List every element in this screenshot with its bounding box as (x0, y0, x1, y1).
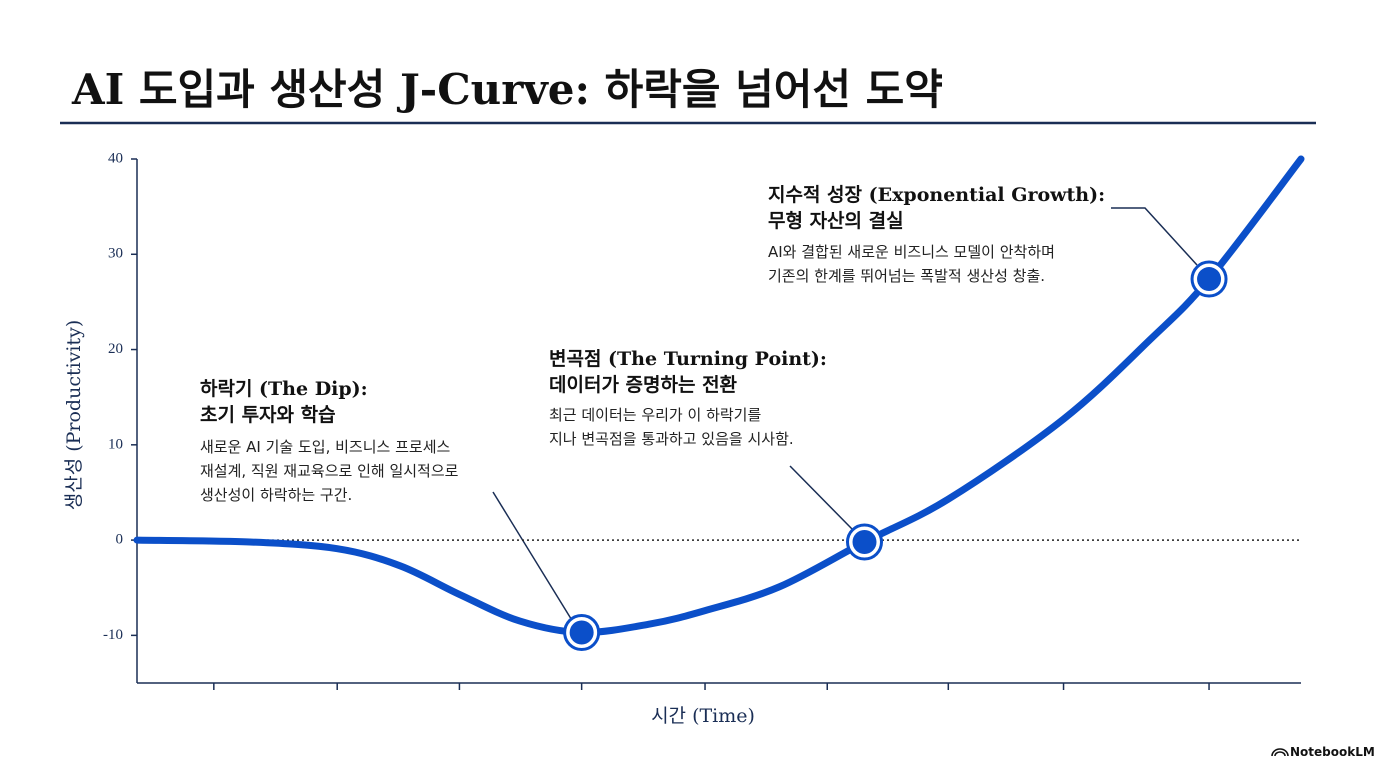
leader-line (789, 465, 854, 531)
y-axis-label: 생산성 (Productivity) (63, 320, 85, 511)
x-axis-label: 시간 (Time) (651, 705, 755, 727)
annotation-text: AI와 결합된 새로운 비즈니스 모델이 안착하며 (768, 243, 1055, 261)
chart-title: AI 도입과 생산성 J-Curve: 하락을 넘어선 도약 (71, 65, 943, 114)
marker (569, 620, 594, 645)
annotation-title: 무형 자산의 결실 (768, 210, 904, 232)
annotation-text: 기존의 한계를 뛰어넘는 폭발적 생산성 창출. (768, 267, 1045, 285)
logo (1271, 748, 1289, 757)
footer: NotebookLM (1271, 745, 1375, 759)
annotation-title: 하락기 (The Dip): (200, 378, 368, 400)
annotation-title: 지수적 성장 (Exponential Growth): (768, 184, 1105, 206)
footer-text: NotebookLM (1290, 745, 1375, 759)
y-tick-label: -10 (103, 627, 123, 643)
annotation-title: 변곡점 (The Turning Point): (549, 348, 827, 370)
y-tick-label: 40 (108, 150, 123, 166)
y-tick-label: 30 (108, 246, 123, 262)
annotation-text: 재설계, 직원 재교육으로 인해 일시적으로 (200, 462, 459, 480)
axes: -10 0 10 20 30 40 (103, 150, 1301, 690)
y-tick-label: 0 (116, 532, 124, 548)
annotation-text: 지나 변곡점을 통과하고 있음을 시사함. (549, 430, 794, 448)
leader-line (492, 491, 574, 623)
annotation: 지수적 성장 (Exponential Growth): 무형 자산의 결실 A… (768, 184, 1198, 285)
annotation: 변곡점 (The Turning Point): 데이터가 증명하는 전환 최근… (549, 348, 854, 531)
key-point (1190, 260, 1228, 298)
line-series (133, 155, 1305, 637)
key-point (846, 523, 883, 561)
annotation-title: 초기 투자와 학습 (200, 404, 336, 426)
annotation-title: 데이터가 증명하는 전환 (549, 374, 738, 396)
annotation-text: 최근 데이터는 우리가 이 하락기를 (549, 406, 761, 424)
y-tick-label: 20 (108, 341, 123, 357)
key-point (563, 614, 601, 652)
annotation: 하락기 (The Dip): 초기 투자와 학습 새로운 AI 기술 도입, 비… (200, 378, 574, 623)
marker (852, 529, 877, 554)
annotation-text: 새로운 AI 기술 도입, 비즈니스 프로세스 (200, 438, 450, 456)
y-tick-label: 10 (108, 436, 123, 452)
annotation-text: 생산성이 하락하는 구간. (200, 486, 352, 504)
marker (1197, 267, 1222, 292)
leader-line (1111, 207, 1198, 266)
